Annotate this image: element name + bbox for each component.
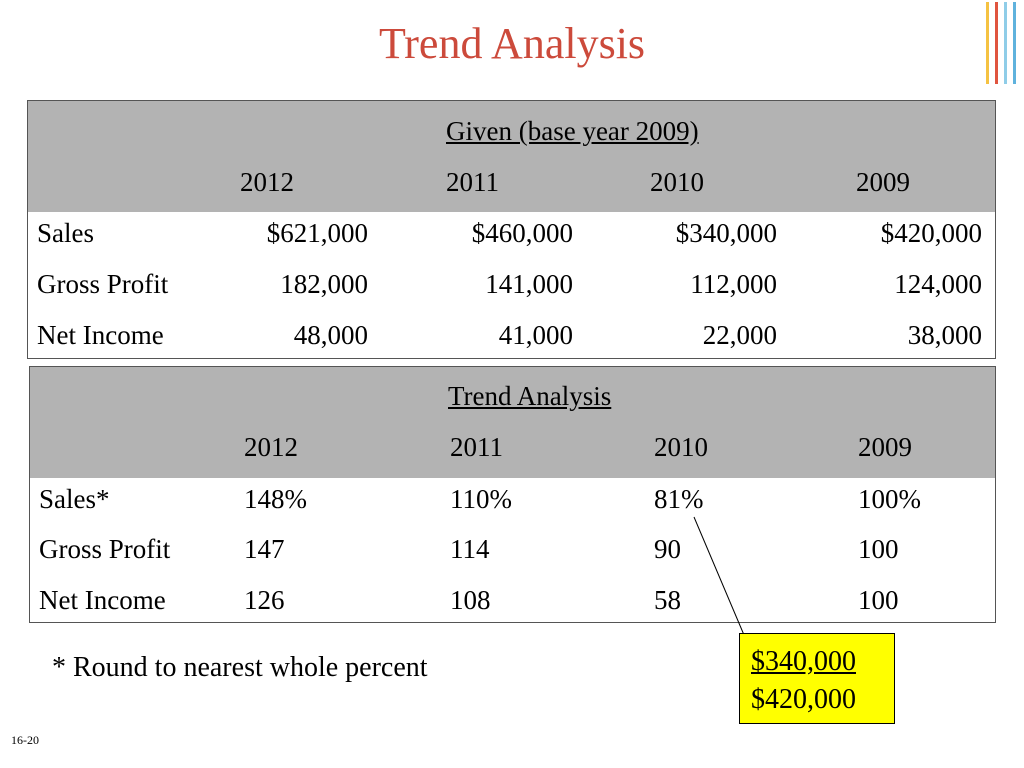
given-sales-2012: $621,000: [266, 218, 368, 248]
calculation-callout: $340,000 $420,000: [739, 633, 895, 724]
given-table-header-band: [28, 101, 995, 212]
stripe-1: [986, 2, 989, 84]
trend-ni-2011: 108: [450, 585, 491, 615]
trend-year-2009: 2009: [858, 432, 912, 462]
trend-sales-2009: 100%: [858, 484, 921, 514]
row-label-gross-profit: Gross Profit: [37, 269, 169, 299]
trend-ni-2012: 126: [244, 585, 285, 615]
given-gp-2012: 182,000: [280, 269, 368, 299]
slide-number: 16-20: [11, 733, 39, 747]
year-2011: 2011: [446, 167, 499, 197]
given-ni-2011: 41,000: [498, 320, 573, 350]
given-table-header: Given (base year 2009): [446, 116, 699, 146]
given-gp-2011: 141,000: [485, 269, 573, 299]
trend-sales-2010: 81%: [654, 484, 704, 514]
trend-row-label-sales: Sales*: [39, 484, 110, 514]
given-sales-2010: $340,000: [675, 218, 777, 248]
trend-table-header-band: [30, 367, 995, 478]
trend-ni-2010: 58: [654, 585, 681, 615]
year-2012: 2012: [240, 167, 294, 197]
trend-row-label-net-income: Net Income: [39, 585, 166, 615]
stripe-4: [1013, 2, 1016, 84]
trend-year-2011: 2011: [450, 432, 503, 462]
callout-numerator: $340,000: [751, 646, 856, 677]
trend-ni-2009: 100: [858, 585, 899, 615]
footnote: * Round to nearest whole percent: [52, 652, 428, 683]
callout-denominator: $420,000: [751, 684, 856, 715]
given-sales-2011: $460,000: [471, 218, 573, 248]
given-gp-2009: 124,000: [894, 269, 982, 299]
trend-year-2010: 2010: [654, 432, 708, 462]
year-2010: 2010: [650, 167, 704, 197]
trend-gp-2009: 100: [858, 534, 899, 564]
given-ni-2012: 48,000: [293, 320, 368, 350]
trend-row-label-gross-profit: Gross Profit: [39, 534, 171, 564]
row-label-sales: Sales: [37, 218, 94, 248]
trend-sales-2012: 148%: [244, 484, 307, 514]
trend-table-header: Trend Analysis: [448, 381, 612, 411]
given-sales-2009: $420,000: [880, 218, 982, 248]
given-ni-2010: 22,000: [702, 320, 777, 350]
given-gp-2010: 112,000: [690, 269, 777, 299]
trend-gp-2012: 147: [244, 534, 285, 564]
trend-sales-2011: 110%: [450, 484, 512, 514]
slide-title: Trend Analysis: [378, 19, 646, 68]
given-table: Given (base year 2009) 2012 2011 2010 20…: [27, 100, 996, 359]
trend-table: Trend Analysis 2012 2011 2010 2009 Sales…: [29, 366, 996, 623]
trend-year-2012: 2012: [244, 432, 298, 462]
given-ni-2009: 38,000: [907, 320, 982, 350]
row-label-net-income: Net Income: [37, 320, 164, 350]
year-2009: 2009: [856, 167, 910, 197]
trend-gp-2010: 90: [654, 534, 681, 564]
stripe-3: [1004, 2, 1007, 84]
stripe-2: [995, 2, 998, 84]
trend-gp-2011: 114: [450, 534, 490, 564]
